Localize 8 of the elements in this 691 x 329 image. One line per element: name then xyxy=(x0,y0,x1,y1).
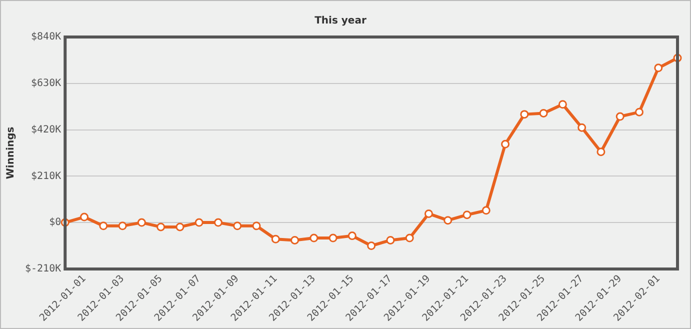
y-tick-label: $420K xyxy=(31,124,62,136)
chart-title: This year xyxy=(314,16,366,27)
y-axis-title: Winnings xyxy=(6,126,17,180)
y-tick-label: $0 xyxy=(49,217,62,228)
y-tick-label: $210K xyxy=(31,170,62,182)
y-tick-label: $840K xyxy=(31,32,62,43)
y-tick-label: $630K xyxy=(31,78,62,89)
y-tick-label: $-210K xyxy=(25,264,62,275)
